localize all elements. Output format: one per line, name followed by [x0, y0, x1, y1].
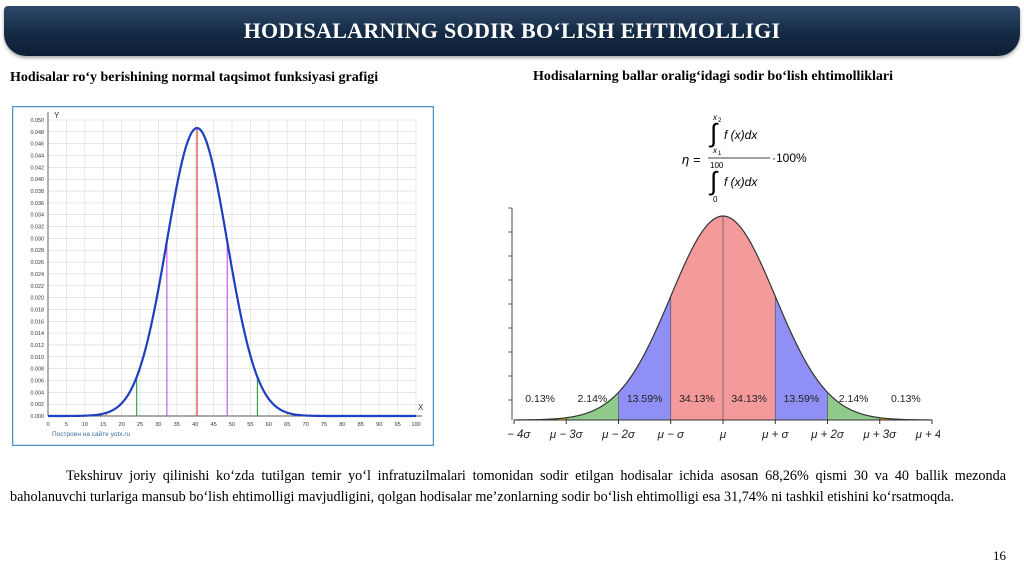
summary-paragraph: Tekshiruv joriy qilinishi ko‘zda tutilga…: [10, 468, 1006, 505]
x-tick-label: 70: [302, 422, 308, 428]
x-tick-label: μ + 4σ: [915, 429, 940, 441]
x-tick-label: μ − σ: [657, 429, 685, 441]
band-area: [566, 392, 619, 420]
y-tick-label: 0.050: [31, 118, 45, 124]
x-tick-label: 15: [100, 422, 106, 428]
y-tick-label: 0.024: [31, 272, 45, 278]
chart-frame: [12, 106, 434, 446]
formula-den-lower: 0: [713, 195, 718, 204]
title-banner-background: [4, 6, 1020, 56]
x-tick-label: 35: [174, 422, 180, 428]
y-tick-label: 0.048: [31, 130, 45, 136]
y-tick-label: 0.020: [31, 296, 45, 302]
normal-distribution-chart: 0 5 10 15 20 25 30 35 40 45 50 55 60 65 70 75 80 85 90 95 10…: [12, 106, 434, 446]
x-tick-label: 75: [321, 422, 327, 428]
y-tick-label: 0.006: [31, 378, 45, 384]
x-tick-label: μ + 3σ: [862, 429, 897, 441]
slide-title: HODISALARNING SODIR BO‘LISH EHTIMOLLIGI: [243, 18, 781, 43]
x-tick-label: 0: [46, 422, 49, 428]
x-tick-label: 100: [411, 422, 420, 428]
formula-factor: ·100%: [772, 151, 807, 165]
y-tick-label: 0.018: [31, 307, 45, 313]
x-tick-label: 30: [155, 422, 161, 428]
left-heading: Hodisalar ro‘y berishining normal taqsim…: [10, 70, 379, 85]
x-tick-label: 40: [192, 422, 198, 428]
y-tick-label: 0.032: [31, 225, 45, 231]
y-tick-label: 0.022: [31, 284, 45, 290]
formula-den-expr: f (x)dx: [724, 175, 758, 189]
chart-watermark: Построен на сайте yotx.ru: [52, 430, 130, 438]
y-tick-label: 0.010: [31, 355, 45, 361]
band-percent-label: 0.13%: [891, 393, 921, 405]
x-tick-label: 65: [284, 422, 290, 428]
y-tick-label: 0.046: [31, 142, 45, 148]
y-tick-label: 0.030: [31, 236, 45, 242]
formula-eta: η =: [682, 152, 701, 167]
band-area: [827, 392, 880, 420]
formula-num-integral-icon: ∫: [708, 118, 719, 148]
formula-num-lower-sub: 1: [718, 151, 722, 157]
x-tick-label: μ − 3σ: [549, 429, 584, 441]
x-tick-label: 25: [137, 422, 143, 428]
y-tick-label: 0.038: [31, 189, 45, 195]
y-tick-label: 0.002: [31, 402, 45, 408]
x-tick-label: 50: [229, 422, 235, 428]
y-tick-label: 0.004: [31, 390, 45, 396]
band-area: [670, 216, 723, 420]
x-tick-label: μ − 2σ: [601, 429, 636, 441]
sigma-bands-chart: 0.13% 2.14% 13.59% 34.13% 34.13% 13.59% 2.14% 0…: [506, 207, 940, 441]
y-tick-label: 0.040: [31, 177, 45, 183]
y-tick-label: 0.036: [31, 201, 45, 207]
band-area: [723, 216, 776, 420]
y-tick-label: 0.012: [31, 343, 45, 349]
y-tick-label: 0.014: [31, 331, 45, 337]
x-tick-label: 60: [266, 422, 272, 428]
title-banner: HODISALARNING SODIR BO‘LISH EHTIMOLLIGI: [0, 6, 1024, 56]
band-percent-label: 2.14%: [577, 393, 607, 405]
y-tick-label: 0.042: [31, 165, 45, 171]
bell-curve: [513, 215, 933, 421]
x-tick-label: 80: [339, 422, 345, 428]
x-tick-label: 5: [65, 422, 68, 428]
x-tick-label: 55: [247, 422, 253, 428]
x-tick-label: μ + σ: [761, 429, 789, 441]
band-percent-label: 0.13%: [525, 393, 555, 405]
x-tick-label: 10: [82, 422, 88, 428]
y-tick-label: 0.008: [31, 367, 45, 373]
page-number: 16: [993, 548, 1006, 563]
formula-num-upper: x: [712, 113, 718, 122]
y-tick-label: 0.034: [31, 213, 45, 219]
x-tick-label: 85: [358, 422, 364, 428]
band-percent-label: 34.13%: [679, 393, 715, 405]
x-tick-label: μ − 4σ: [506, 429, 531, 441]
y-tick-label: 0.044: [31, 154, 45, 160]
band-percent-label: 2.14%: [839, 393, 869, 405]
formula-den-upper: 100: [710, 161, 724, 170]
density-curve: [48, 126, 416, 418]
band-percent-label: 34.13%: [731, 393, 767, 405]
band-percent-label: 13.59%: [784, 393, 820, 405]
y-tick-label: 0.000: [31, 414, 45, 420]
y-tick-label: 0.026: [31, 260, 45, 266]
probability-formula: η = ∫ x 2 x 1 f (x)dx 100 ∫ f (x)dx 0 ·1…: [682, 113, 807, 204]
formula-num-lower: x: [712, 146, 718, 155]
right-heading: Hodisalarning ballar oralig‘idagi sodir …: [533, 69, 894, 84]
formula-den-integral-icon: ∫: [708, 166, 719, 196]
x-tick-label: 90: [376, 422, 382, 428]
x-tick-label: 20: [118, 422, 124, 428]
formula-num-upper-sub: 2: [718, 118, 722, 124]
y-axis-label: Y: [54, 111, 60, 120]
y-tick-label: 0.016: [31, 319, 45, 325]
x-tick-label: μ: [719, 429, 727, 441]
x-tick-label: 45: [210, 422, 216, 428]
x-tick-label: μ + 2σ: [810, 429, 845, 441]
band-percent-label: 13.59%: [627, 393, 663, 405]
x-axis-label: X: [418, 403, 424, 412]
y-tick-label: 0.028: [31, 248, 45, 254]
formula-num-expr: f (x)dx: [724, 128, 758, 142]
x-tick-label: 95: [394, 422, 400, 428]
